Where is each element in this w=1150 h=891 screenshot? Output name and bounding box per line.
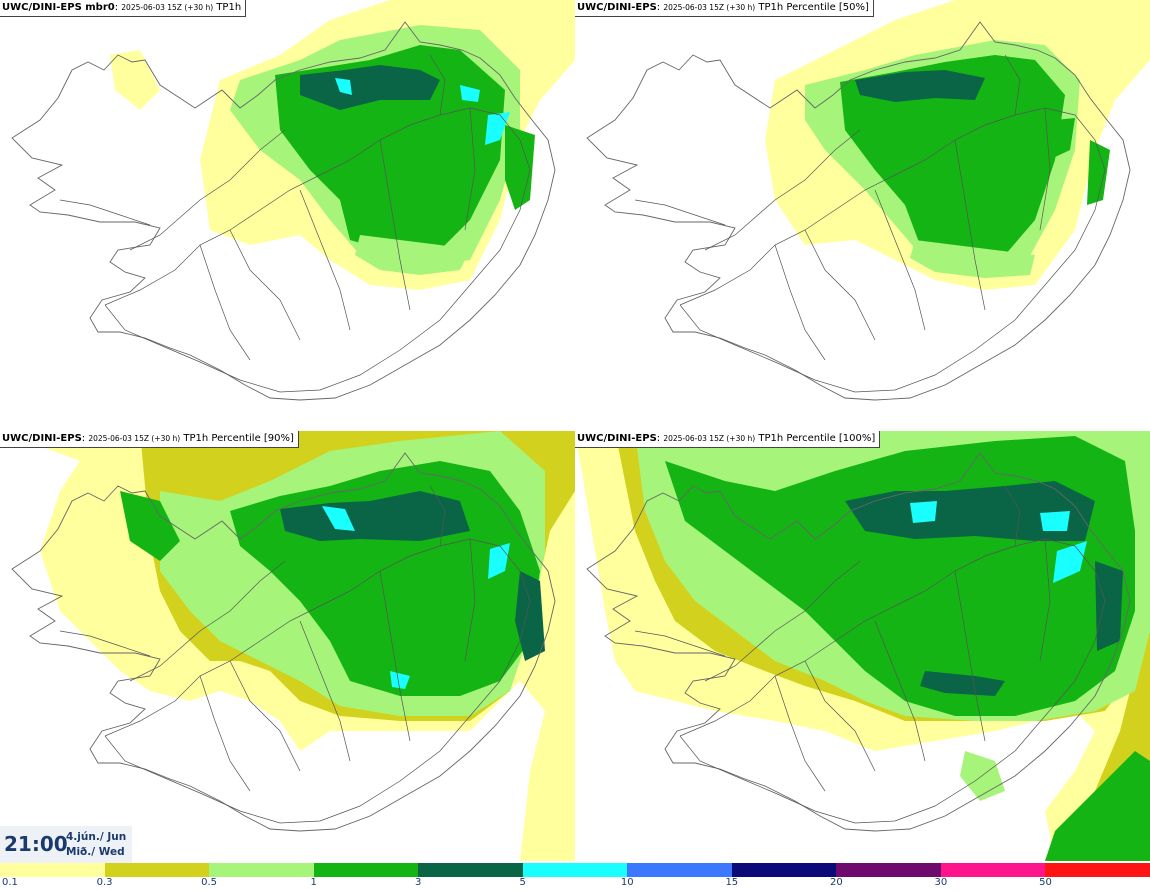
precip-map (575, 431, 1150, 861)
legend-swatch (940, 863, 1046, 877)
valid-time: 21:00 (4, 832, 68, 856)
color-legend: 0.1 0.3 0.5 1 3 5 10 15 20 30 50 (0, 863, 1150, 891)
legend-swatch (104, 863, 210, 877)
valid-date-line1: 4.jún./ Jun (66, 831, 127, 843)
legend-swatch (627, 863, 733, 877)
precip-map (11, 0, 575, 401)
legend-swatch (522, 863, 628, 877)
legend-swatch (418, 863, 524, 877)
precip-field (765, 0, 1150, 290)
legend-label: 0.1 (2, 877, 18, 888)
precip-map (0, 431, 575, 861)
precip-field (575, 431, 1150, 861)
map-panel-p50[interactable]: UWC/DINI-EPS: 2025-06-03 15Z (+30 h) TP1… (575, 0, 1150, 430)
legend-label: 0.5 (201, 877, 218, 888)
legend-swatch (209, 863, 315, 877)
legend-label: 10 (620, 877, 634, 888)
legend-label: 30 (934, 877, 948, 888)
valid-time-box: 21:00 4.jún./ Jun Mið./ Wed (0, 826, 132, 863)
valid-date-line2: Mið./ Wed (66, 846, 125, 858)
legend-label: 15 (725, 877, 739, 888)
panel-title: UWC/DINI-EPS: 2025-06-03 15Z (+30 h) TP1… (0, 431, 299, 448)
map-panel-p90[interactable]: UWC/DINI-EPS: 2025-06-03 15Z (+30 h) TP1… (0, 431, 575, 861)
legend-swatch (0, 863, 106, 877)
panel-title: UWC/DINI-EPS: 2025-06-03 15Z (+30 h) TP1… (575, 0, 874, 17)
map-panel-mbr0[interactable]: UWC/DINI-EPS mbr0: 2025-06-03 15Z (+30 h… (0, 0, 575, 430)
legend-label: 20 (829, 877, 843, 888)
panel-title: UWC/DINI-EPS mbr0: 2025-06-03 15Z (+30 h… (0, 0, 247, 17)
legend-label: 50 (1039, 877, 1052, 888)
legend-label: 5 (519, 877, 526, 888)
legend-label: 1 (310, 877, 317, 888)
panel-title: UWC/DINI-EPS: 2025-06-03 15Z (+30 h) TP1… (575, 431, 881, 448)
precip-map (586, 0, 1150, 401)
legend-label: 3 (414, 877, 422, 888)
precip-field (110, 0, 575, 290)
legend-swatch (1045, 863, 1150, 877)
legend-swatch (731, 863, 837, 877)
legend-swatch (313, 863, 419, 877)
legend-swatch (836, 863, 942, 877)
legend-label: 0.3 (96, 877, 113, 888)
map-panel-p100[interactable]: UWC/DINI-EPS: 2025-06-03 15Z (+30 h) TP1… (575, 431, 1150, 861)
precip-field (0, 431, 575, 861)
